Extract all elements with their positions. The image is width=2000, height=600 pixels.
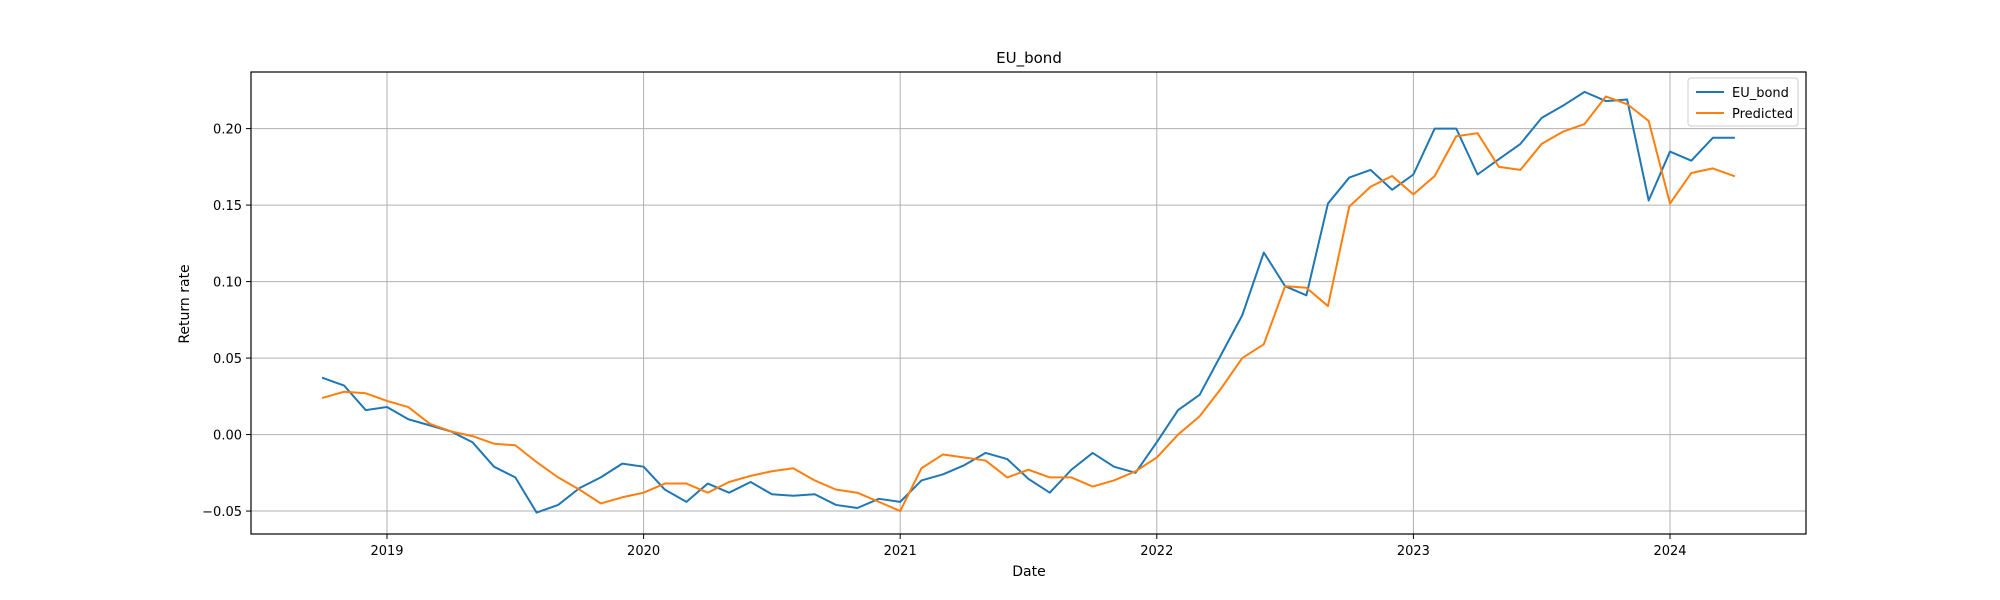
x-tick-label: 2022 (1140, 544, 1173, 559)
grid-lines (251, 72, 1806, 534)
x-axis-label: Date (1012, 564, 1045, 580)
y-tick-label: 0.05 (213, 352, 242, 367)
y-tick-label: 0.10 (213, 276, 242, 291)
axis-ticks: 2019 2020 2021 2022 2023 2024 −0.05 0.00 0.05 0.1… (202, 123, 1686, 559)
series-lines (321, 90, 1736, 514)
x-tick-label: 2020 (627, 544, 660, 559)
y-tick-label: 0.15 (213, 199, 242, 214)
chart-title: EU_bond (996, 49, 1062, 68)
y-tick-label: 0.20 (213, 123, 242, 138)
legend-label: EU_bond (1732, 86, 1789, 101)
legend-label: Predicted (1732, 107, 1793, 122)
y-axis-label: Return rate (177, 264, 193, 343)
legend: EU_bond Predicted (1687, 77, 1799, 127)
series-line-eu-bond (321, 90, 1736, 514)
x-tick-label: 2024 (1653, 544, 1686, 559)
x-tick-label: 2021 (884, 544, 917, 559)
x-tick-label: 2023 (1397, 544, 1430, 559)
x-tick-label: 2019 (370, 544, 403, 559)
y-tick-label: 0.00 (213, 429, 242, 444)
y-tick-label: −0.05 (202, 505, 242, 520)
plot-frame (250, 71, 1807, 535)
series-line-predicted (321, 95, 1736, 513)
